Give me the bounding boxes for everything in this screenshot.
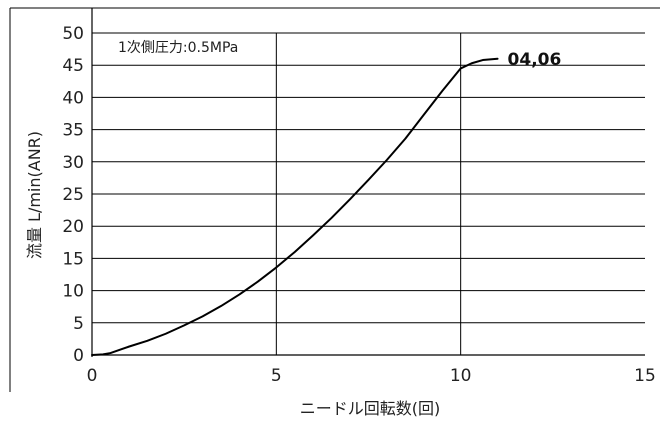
y-tick-label: 20 [62, 217, 84, 237]
y-tick-label: 40 [62, 88, 84, 108]
y-tick-label: 45 [62, 56, 84, 76]
series-label: 04,06 [508, 50, 562, 70]
y-tick-label: 25 [62, 185, 84, 205]
y-tick-label: 50 [62, 24, 84, 44]
y-tick-label: 15 [62, 249, 84, 269]
series: 04,06 [91, 50, 562, 356]
y-axis-title: 流量 L/min(ANR) [25, 131, 44, 259]
grid [92, 33, 645, 355]
y-tick-label: 0 [73, 346, 84, 366]
x-tick-labels: 0 5 10 15 [87, 366, 656, 386]
x-tick-label: 5 [271, 366, 282, 386]
plot-frame [9, 7, 660, 392]
pressure-annotation: 1次側圧力:0.5MPa [118, 40, 238, 56]
y-tick-labels: 0 5 10 15 20 25 30 35 40 45 50 [62, 24, 84, 366]
y-tick-label: 30 [62, 153, 84, 173]
x-axis-title: ニードル回転数(回) [300, 399, 441, 418]
y-tick-label: 35 [62, 121, 84, 141]
y-tick-label: 10 [62, 282, 84, 302]
x-tick-label: 10 [450, 366, 472, 386]
y-tick-label: 5 [73, 314, 84, 334]
series-line [91, 57, 499, 356]
x-tick-label: 15 [634, 366, 656, 386]
x-tick-label: 0 [87, 366, 98, 386]
